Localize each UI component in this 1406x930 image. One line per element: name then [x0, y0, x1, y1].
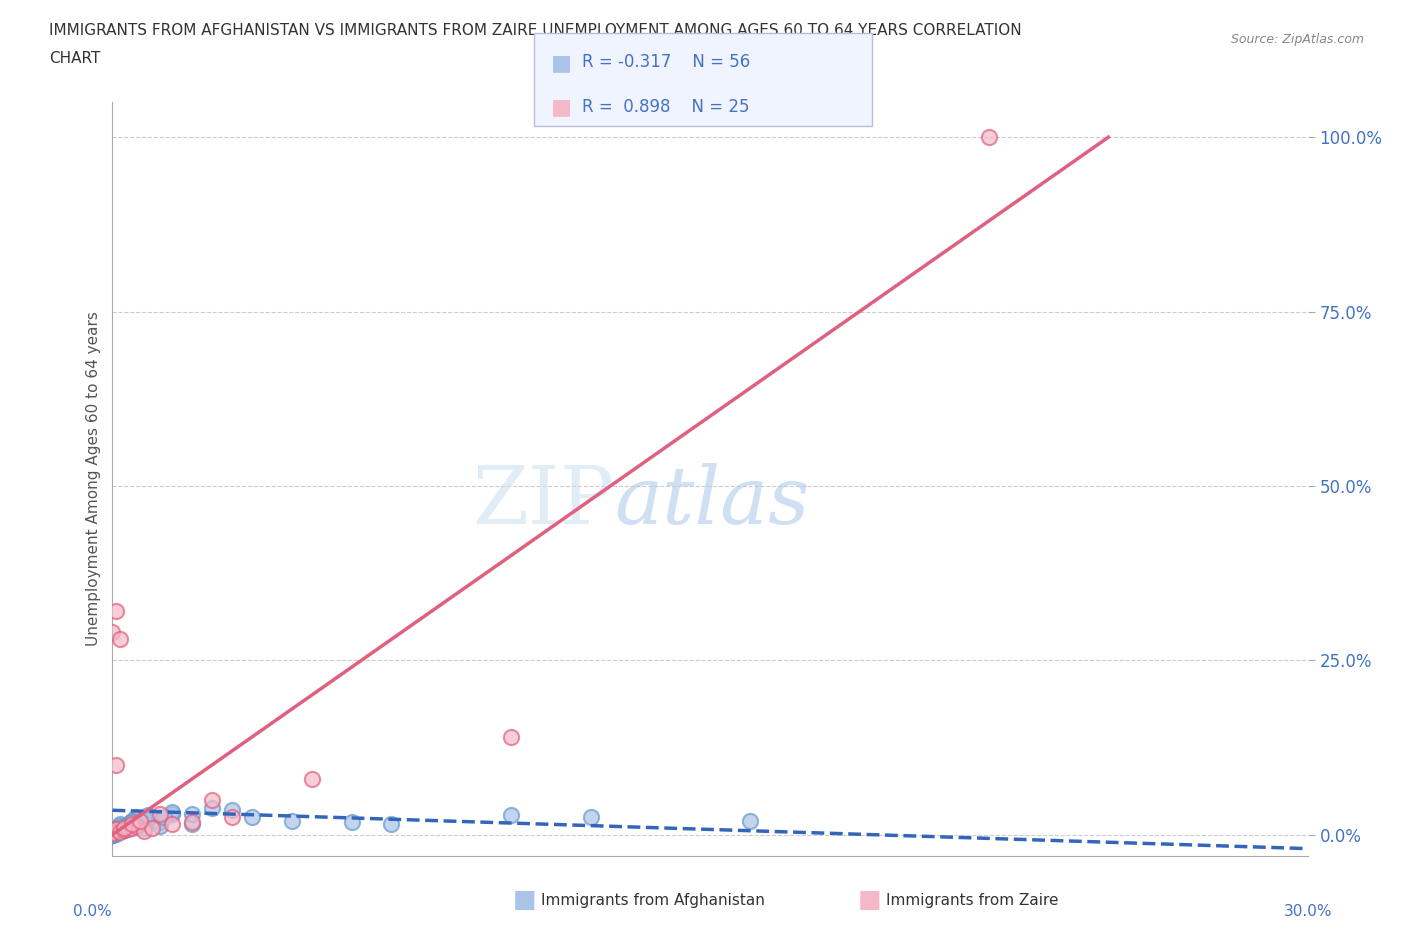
Point	[114, 822, 135, 837]
Text: 30.0%: 30.0%	[1284, 904, 1331, 920]
Point	[240, 810, 263, 825]
Point	[101, 825, 124, 840]
Point	[101, 823, 124, 838]
Point	[114, 823, 135, 838]
Point	[499, 807, 522, 823]
Point	[110, 817, 132, 831]
Point	[101, 828, 124, 843]
Point	[105, 822, 128, 837]
Point	[110, 824, 132, 839]
Point	[499, 729, 522, 744]
Point	[101, 828, 124, 843]
Point	[134, 812, 156, 827]
Point	[105, 823, 128, 838]
Point	[110, 819, 132, 834]
Point	[105, 824, 128, 839]
Text: ■: ■	[551, 53, 572, 73]
Point	[114, 820, 135, 835]
Point	[181, 817, 204, 831]
Point	[105, 827, 128, 842]
Point	[129, 813, 152, 829]
Point	[162, 817, 183, 831]
Point	[121, 813, 143, 829]
Text: R = -0.317    N = 56: R = -0.317 N = 56	[582, 53, 751, 71]
Point	[114, 822, 135, 837]
Point	[101, 824, 124, 839]
Point	[221, 810, 243, 825]
Point	[134, 824, 156, 839]
Point	[301, 772, 323, 787]
Point	[340, 815, 363, 830]
Point	[129, 817, 152, 831]
Point	[134, 820, 156, 835]
Point	[579, 810, 602, 825]
Point	[121, 815, 143, 830]
Point	[162, 806, 183, 821]
Text: CHART: CHART	[49, 51, 101, 66]
Point	[138, 807, 160, 823]
Point	[121, 819, 143, 834]
Point	[117, 822, 139, 837]
Point	[101, 625, 124, 640]
Point	[101, 825, 124, 840]
Point	[114, 820, 135, 835]
Text: ZIP: ZIP	[472, 462, 614, 540]
Point	[149, 819, 172, 834]
Point	[105, 820, 128, 835]
Point	[201, 792, 224, 807]
Point	[101, 828, 124, 843]
Point	[101, 825, 124, 840]
Text: ■: ■	[513, 888, 537, 912]
Point	[121, 813, 143, 829]
Point	[105, 825, 128, 840]
Point	[738, 813, 761, 829]
Text: ■: ■	[858, 888, 882, 912]
Text: R =  0.898    N = 25: R = 0.898 N = 25	[582, 98, 749, 115]
Point	[149, 806, 172, 821]
Point	[110, 821, 132, 836]
Point	[281, 813, 304, 829]
Point	[101, 828, 124, 843]
Point	[149, 815, 172, 830]
Point	[101, 827, 124, 842]
Text: ■: ■	[551, 98, 572, 118]
Point	[105, 825, 128, 840]
Point	[221, 803, 243, 817]
Point	[141, 810, 163, 825]
Text: 0.0%: 0.0%	[73, 904, 112, 920]
Point	[110, 632, 132, 647]
Text: Immigrants from Zaire: Immigrants from Zaire	[886, 893, 1059, 908]
Point	[121, 817, 143, 831]
Point	[117, 818, 139, 833]
Text: IMMIGRANTS FROM AFGHANISTAN VS IMMIGRANTS FROM ZAIRE UNEMPLOYMENT AMONG AGES 60 : IMMIGRANTS FROM AFGHANISTAN VS IMMIGRANT…	[49, 23, 1022, 38]
Text: Immigrants from Afghanistan: Immigrants from Afghanistan	[541, 893, 765, 908]
Point	[181, 815, 204, 830]
Y-axis label: Unemployment Among Ages 60 to 64 years: Unemployment Among Ages 60 to 64 years	[86, 312, 101, 646]
Point	[121, 820, 143, 835]
Point	[125, 810, 148, 825]
Point	[101, 828, 124, 843]
Text: atlas: atlas	[614, 463, 810, 540]
Point	[162, 805, 183, 820]
Point	[105, 757, 128, 772]
Point	[101, 826, 124, 841]
Point	[114, 822, 135, 837]
Text: Source: ZipAtlas.com: Source: ZipAtlas.com	[1230, 33, 1364, 46]
Point	[977, 130, 1000, 145]
Point	[380, 817, 402, 831]
Point	[201, 801, 224, 816]
Point	[153, 810, 176, 825]
Point	[110, 822, 132, 837]
Point	[117, 821, 139, 836]
Point	[117, 817, 139, 831]
Point	[114, 823, 135, 838]
Point	[181, 806, 204, 821]
Point	[110, 825, 132, 840]
Point	[125, 819, 148, 834]
Point	[101, 826, 124, 841]
Point	[105, 604, 128, 619]
Point	[141, 820, 163, 835]
